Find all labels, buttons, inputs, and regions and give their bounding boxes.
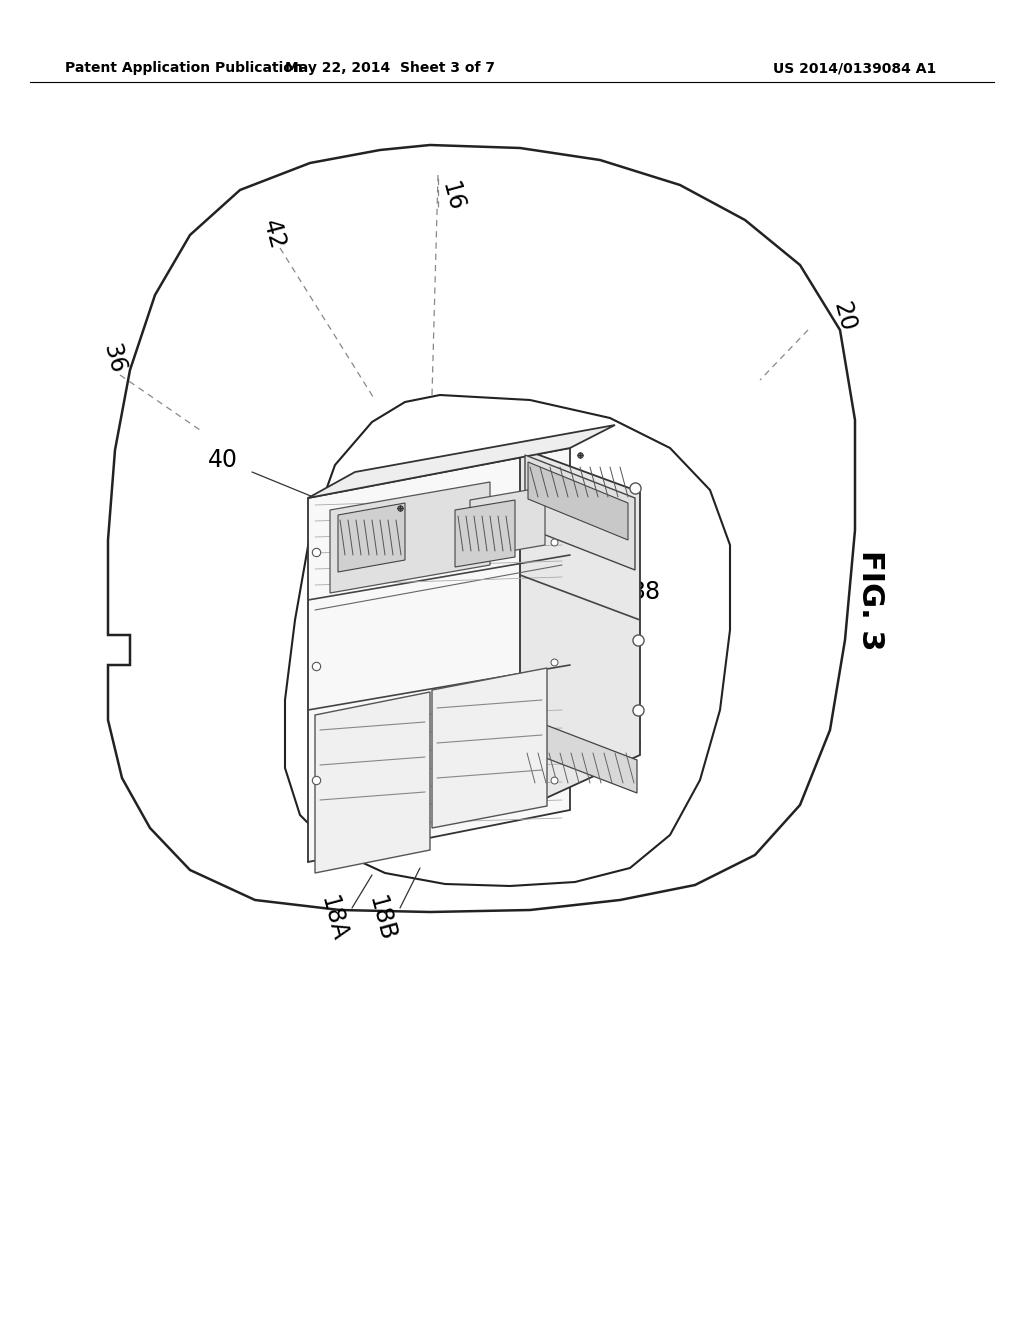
Polygon shape xyxy=(308,447,570,862)
Polygon shape xyxy=(470,487,545,558)
Polygon shape xyxy=(528,462,628,540)
Polygon shape xyxy=(108,145,855,912)
Polygon shape xyxy=(330,482,490,593)
Polygon shape xyxy=(432,668,547,828)
Text: 38: 38 xyxy=(630,579,660,605)
Text: 18A: 18A xyxy=(315,892,351,944)
Polygon shape xyxy=(520,447,640,810)
Text: FIG. 3: FIG. 3 xyxy=(855,549,885,651)
Text: 42: 42 xyxy=(258,218,289,252)
Polygon shape xyxy=(525,717,637,793)
Text: 38: 38 xyxy=(612,730,642,754)
Text: Patent Application Publication: Patent Application Publication xyxy=(65,61,303,75)
Polygon shape xyxy=(338,503,406,572)
Text: 20: 20 xyxy=(828,300,859,334)
Text: US 2014/0139084 A1: US 2014/0139084 A1 xyxy=(773,61,937,75)
Polygon shape xyxy=(455,500,515,568)
Polygon shape xyxy=(308,425,615,498)
Text: May 22, 2014  Sheet 3 of 7: May 22, 2014 Sheet 3 of 7 xyxy=(285,61,495,75)
Polygon shape xyxy=(315,692,430,873)
Text: 40: 40 xyxy=(208,447,238,473)
Polygon shape xyxy=(525,455,635,570)
Polygon shape xyxy=(285,395,730,886)
Text: 36: 36 xyxy=(98,342,129,376)
Text: 18B: 18B xyxy=(364,892,399,944)
Text: 16: 16 xyxy=(436,180,467,214)
